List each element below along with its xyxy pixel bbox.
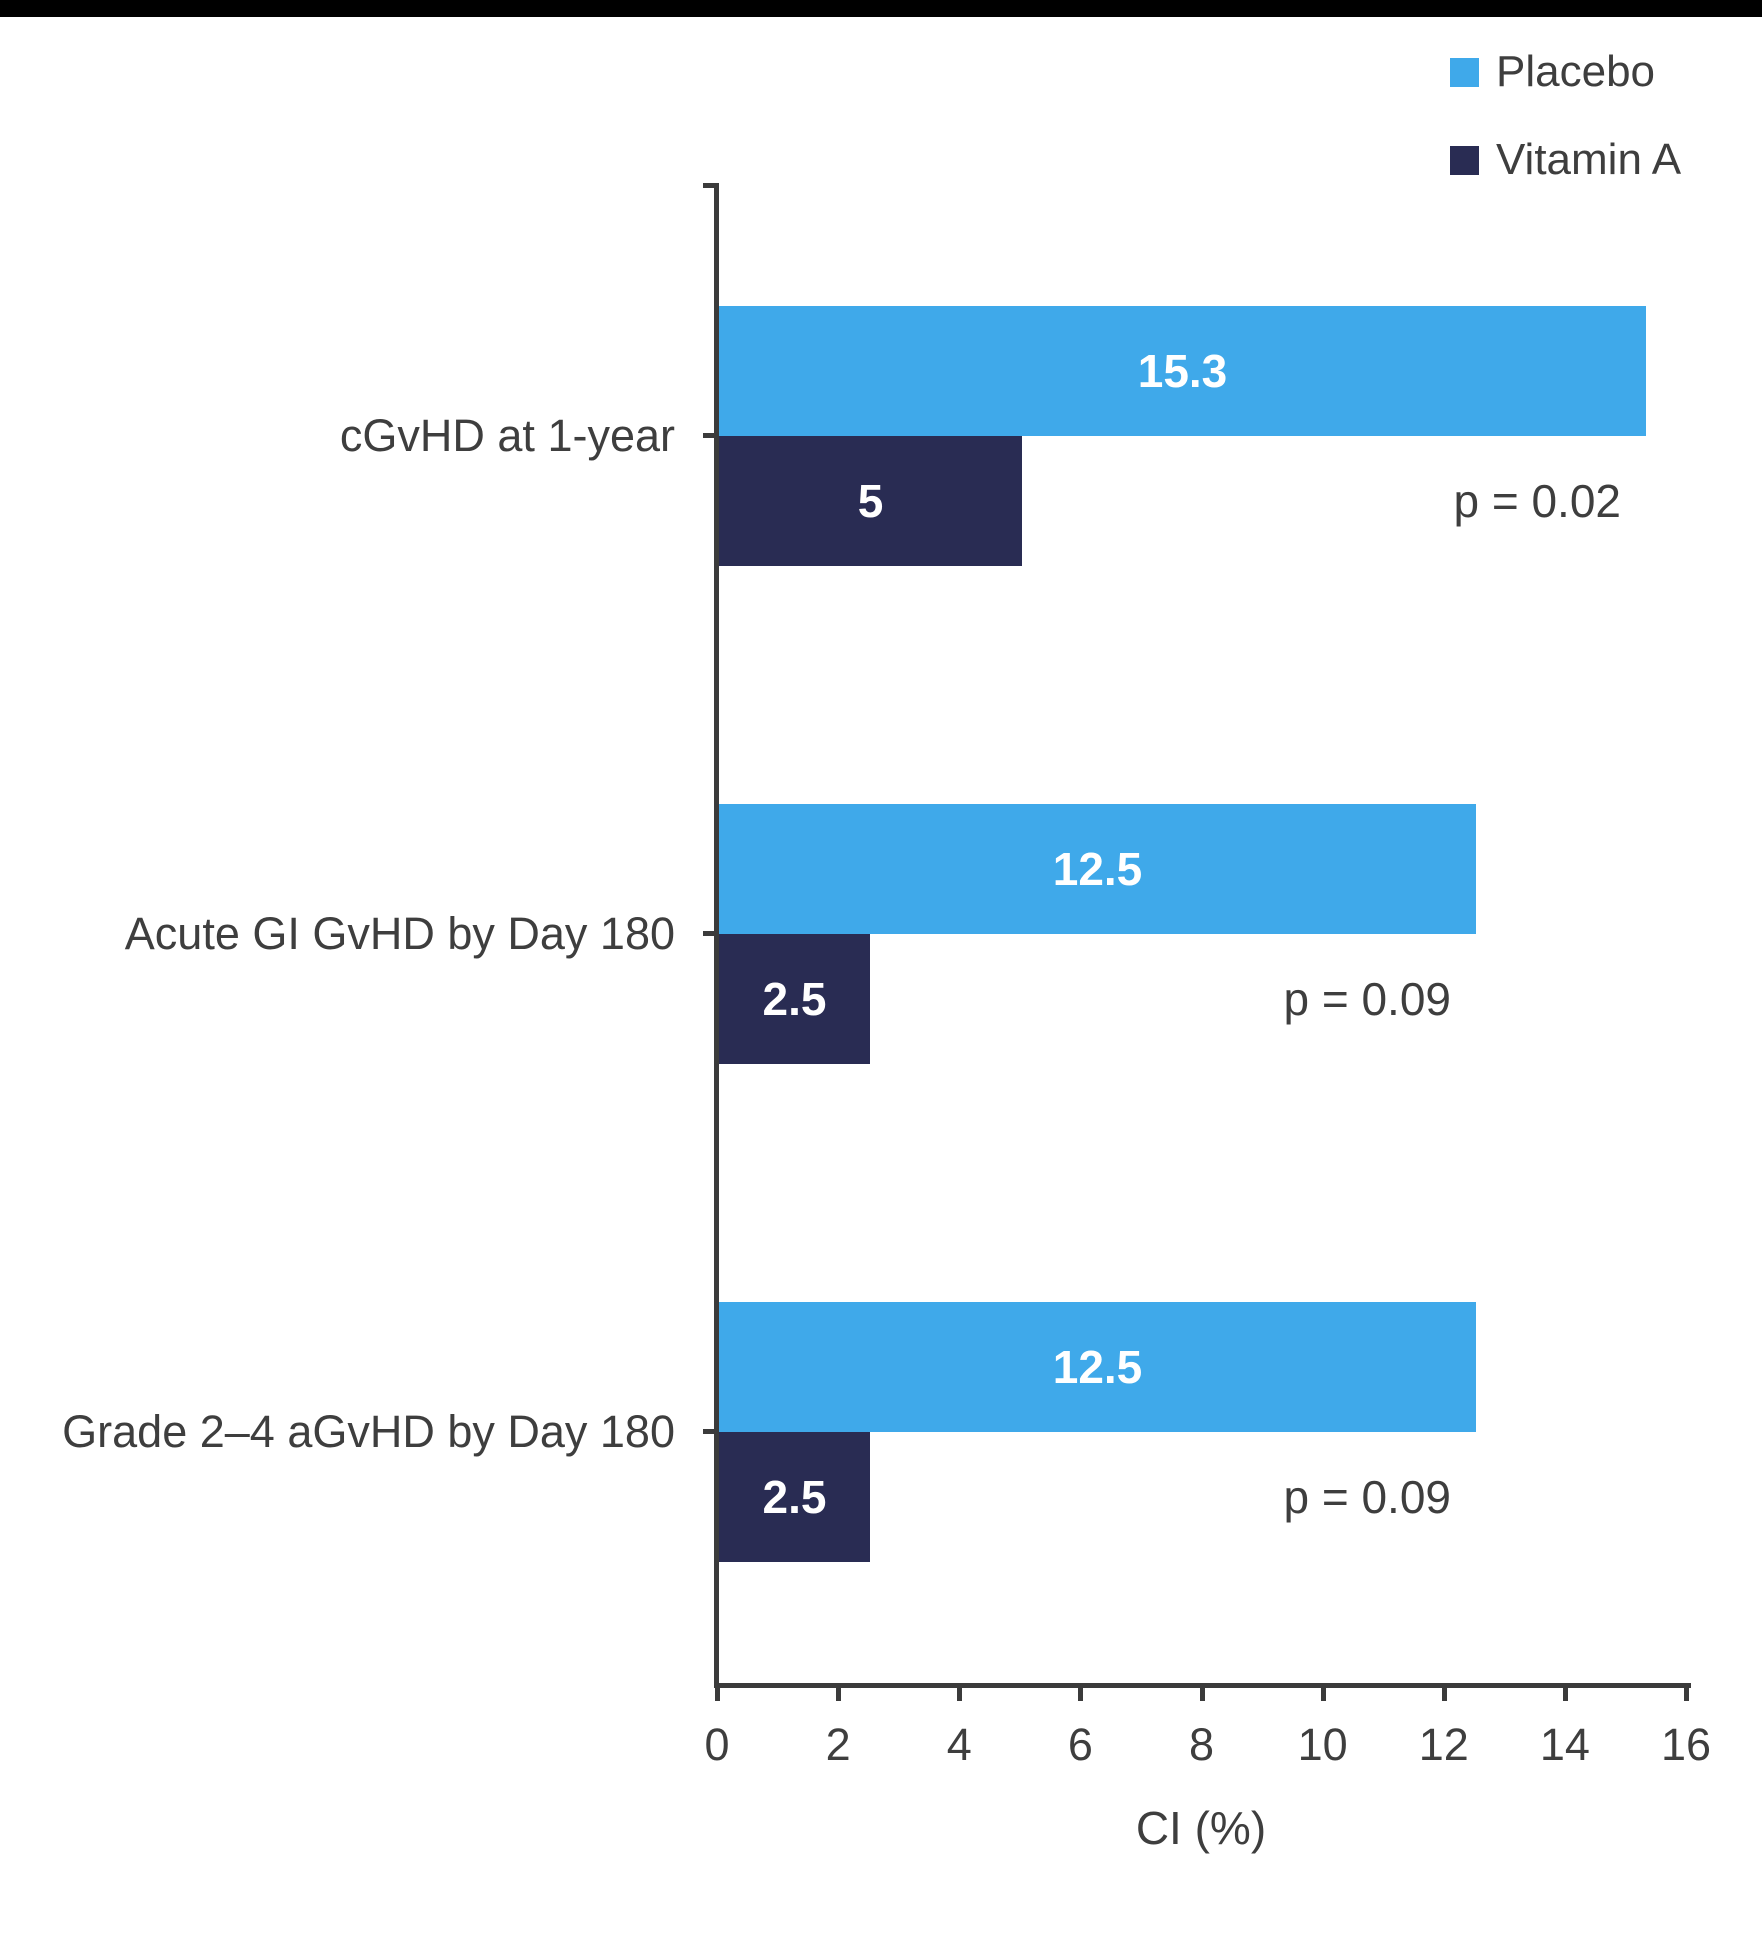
bar-vitamin-a: 2.5 bbox=[719, 934, 870, 1064]
category-tick bbox=[703, 931, 719, 936]
legend: Placebo Vitamin A bbox=[1450, 47, 1681, 185]
x-axis-tick-label: 2 bbox=[825, 1719, 851, 1770]
bar-value-label: 2.5 bbox=[762, 1471, 827, 1523]
legend-label-placebo: Placebo bbox=[1496, 47, 1656, 96]
category-tick bbox=[703, 1429, 719, 1434]
bar-value-label: 15.3 bbox=[1137, 345, 1228, 397]
x-axis-tick bbox=[957, 1687, 963, 1701]
bar-value-label: 2.5 bbox=[762, 973, 827, 1025]
legend-item-placebo: Placebo bbox=[1450, 47, 1681, 97]
legend-item-vitamin-a: Vitamin A bbox=[1450, 135, 1681, 185]
bar-value-label: 12.5 bbox=[1052, 1341, 1143, 1393]
p-value-label: p = 0.09 bbox=[1283, 1471, 1451, 1523]
top-black-bar bbox=[0, 0, 1762, 17]
bar-vitamin-a: 5 bbox=[719, 436, 1022, 566]
x-axis-tick-label: 0 bbox=[704, 1719, 730, 1770]
x-axis-tick bbox=[1562, 1687, 1568, 1701]
x-axis-tick-label: 4 bbox=[946, 1719, 972, 1770]
x-axis-tick bbox=[1441, 1687, 1447, 1701]
x-axis-tick-label: 6 bbox=[1067, 1719, 1093, 1770]
x-axis-line bbox=[714, 1683, 1691, 1688]
x-axis-tick bbox=[1320, 1687, 1326, 1701]
x-axis-tick-label: 12 bbox=[1418, 1719, 1469, 1770]
x-axis-tick-label: 16 bbox=[1660, 1719, 1712, 1770]
x-axis-title: CI (%) bbox=[1135, 1802, 1267, 1854]
legend-label-vitamin-a: Vitamin A bbox=[1496, 135, 1682, 184]
p-value-label: p = 0.09 bbox=[1283, 973, 1451, 1025]
category-label: Acute GI GvHD by Day 180 bbox=[124, 908, 675, 959]
x-axis-tick-label: 8 bbox=[1188, 1719, 1215, 1770]
bar-placebo: 12.5 bbox=[719, 804, 1476, 934]
bar-placebo: 12.5 bbox=[719, 1302, 1476, 1432]
bar-value-label: 5 bbox=[857, 475, 884, 527]
x-axis-tick-label: 14 bbox=[1539, 1719, 1590, 1770]
category-label: Grade 2–4 aGvHD by Day 180 bbox=[62, 1406, 675, 1457]
y-axis-end-cap bbox=[703, 183, 719, 188]
x-axis-tick bbox=[1078, 1687, 1084, 1701]
p-value-label: p = 0.02 bbox=[1453, 475, 1621, 527]
bar-placebo: 15.3 bbox=[719, 306, 1646, 436]
x-axis-tick bbox=[1199, 1687, 1205, 1701]
category-tick bbox=[703, 433, 719, 438]
x-axis-tick bbox=[715, 1687, 720, 1701]
bar-vitamin-a: 2.5 bbox=[719, 1432, 870, 1562]
x-axis-tick bbox=[1684, 1687, 1689, 1701]
x-axis-tick bbox=[836, 1687, 842, 1701]
x-axis-tick-label: 10 bbox=[1297, 1719, 1348, 1770]
category-label: cGvHD at 1-year bbox=[339, 410, 675, 461]
legend-swatch-vitamin-a-icon bbox=[1450, 145, 1479, 175]
bar-value-label: 12.5 bbox=[1052, 843, 1143, 895]
legend-swatch-placebo-icon bbox=[1450, 57, 1479, 87]
